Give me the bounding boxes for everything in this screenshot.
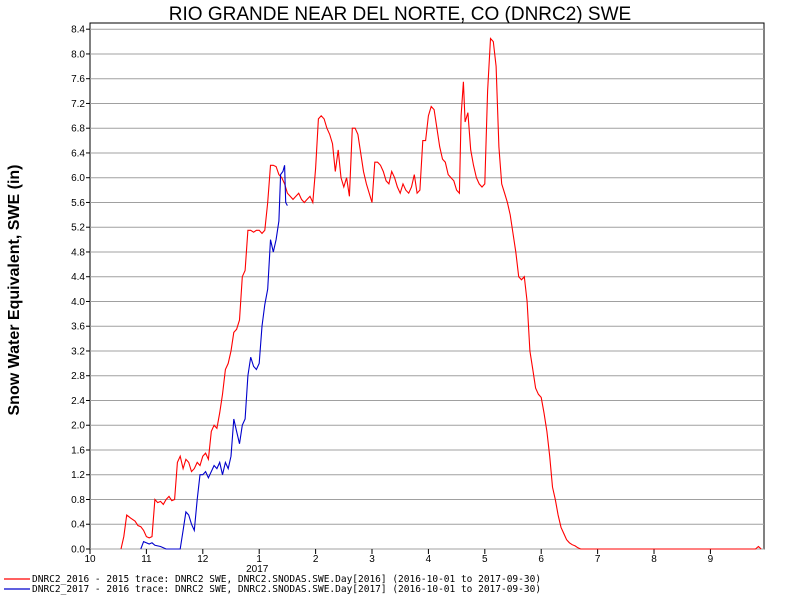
y-tick-label: 6.4 — [71, 148, 85, 159]
y-tick-label: 0.4 — [71, 520, 85, 531]
x-tick-label: 9 — [708, 554, 714, 565]
chart-title: RIO GRANDE NEAR DEL NORTE, CO (DNRC2) SW… — [169, 4, 631, 25]
y-tick-label: 8.0 — [71, 49, 85, 60]
x-tick-label: 12 — [197, 554, 209, 565]
plot-area — [89, 22, 765, 550]
x-tick-label: 1 — [256, 554, 262, 565]
y-axis-ticks: 0.0 0.4 0.8 1.2 1.6 2.0 2.4 2.8 3.2 3.6 4.0 4.4 4.8 5… — [71, 25, 90, 556]
y-tick-label: 7.6 — [71, 74, 85, 85]
y-tick-label: 2.8 — [71, 371, 85, 382]
x-tick-label: 11 — [141, 554, 152, 565]
y-tick-label: 7.2 — [71, 99, 85, 110]
y-tick-label: 3.2 — [71, 346, 85, 357]
y-tick-label: 2.0 — [71, 421, 85, 432]
legend-label-dnrc2_2016: DNRC2_2016 - 2015 trace: DNRC2 SWE, DNRC… — [32, 574, 541, 585]
x-tick-label: 7 — [595, 554, 601, 565]
x-tick-label: 3 — [369, 554, 375, 565]
x-tick-label: 2 — [313, 554, 319, 565]
y-tick-label: 4.4 — [71, 272, 85, 283]
y-tick-label: 1.6 — [71, 445, 85, 456]
series-lines — [120, 37, 762, 550]
y-tick-label: 4.0 — [71, 297, 85, 308]
y-tick-label: 4.8 — [71, 247, 85, 258]
x-year-label: 2017 — [246, 564, 269, 575]
x-tick-label: 4 — [426, 554, 432, 565]
y-axis-label: Snow Water Equivalent, SWE (in) — [6, 165, 23, 416]
x-tick-label: 6 — [538, 554, 544, 565]
y-tick-label: 0.0 — [71, 545, 85, 556]
legend-label-dnrc2_2017: DNRC2_2017 - 2016 trace: DNRC2 SWE, DNRC… — [32, 584, 541, 595]
y-tick-label: 1.2 — [71, 470, 85, 481]
y-tick-label: 0.8 — [71, 495, 85, 506]
legend: DNRC2_2016 - 2015 trace: DNRC2 SWE, DNRC… — [4, 574, 541, 595]
series-line-dnrc2_2017 — [140, 165, 288, 550]
y-tick-label: 6.0 — [71, 173, 85, 184]
y-tick-label: 3.6 — [71, 322, 85, 333]
x-tick-label: 10 — [84, 554, 96, 565]
y-tick-label: 5.6 — [71, 198, 85, 209]
y-tick-label: 5.2 — [71, 223, 85, 234]
x-tick-label: 5 — [482, 554, 488, 565]
y-tick-label: 2.4 — [71, 396, 85, 407]
x-tick-label: 8 — [651, 554, 657, 565]
y-tick-label: 6.8 — [71, 124, 85, 135]
y-tick-label: 8.4 — [71, 25, 85, 36]
series-line-dnrc2_2016 — [120, 37, 762, 550]
